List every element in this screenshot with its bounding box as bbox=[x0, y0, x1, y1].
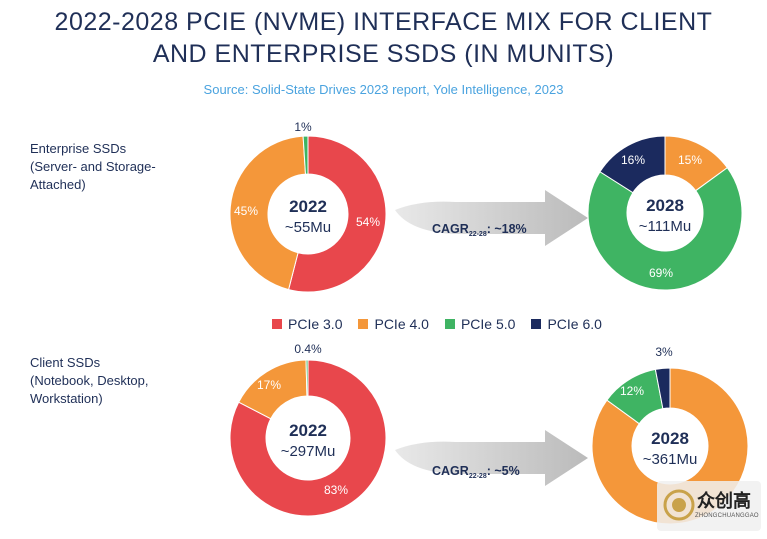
source-note: Source: Solid-State Drives 2023 report, … bbox=[203, 82, 564, 97]
watermark: 众创高 ZHONGCHUANGGAO bbox=[657, 481, 761, 531]
legend-swatch bbox=[531, 319, 542, 329]
cagr-subscript: 22-28 bbox=[469, 231, 487, 238]
legend-item-pcie3: PCIe 3.0 bbox=[272, 316, 342, 332]
enterprise-label-line2: (Server- and Storage- bbox=[30, 159, 156, 174]
enterprise-label-line3: Attached) bbox=[30, 177, 86, 192]
cagr-value: : ~18% bbox=[487, 222, 527, 236]
chart-title-line1: 2022-2028 PCIE (NVME) INTERFACE MIX FOR … bbox=[54, 8, 713, 36]
enterprise-2022-center-volume: ~55Mu bbox=[285, 219, 331, 236]
enterprise-2022-slice-label: 1% bbox=[294, 120, 312, 134]
watermark-text: 众创高 bbox=[697, 491, 751, 511]
cagr-prefix: CAGR bbox=[432, 464, 469, 478]
client-2022-slice-label: 83% bbox=[324, 483, 348, 497]
legend-swatch bbox=[444, 319, 455, 329]
client-2028-hole bbox=[632, 408, 708, 484]
cagr-label-enterprise: CAGR22-28: ~18% bbox=[432, 222, 527, 238]
legend-swatch bbox=[272, 319, 282, 329]
chart-title-line2: AND ENTERPRISE SSDS (IN MUNITS) bbox=[152, 40, 615, 68]
enterprise-2028-center-year: 2028 bbox=[646, 196, 684, 215]
cagr-prefix: CAGR bbox=[432, 222, 469, 236]
client-label-line2: (Notebook, Desktop, bbox=[30, 373, 149, 388]
enterprise-2022-slice-label: 54% bbox=[356, 215, 380, 229]
client-2028-slice-label: 12% bbox=[620, 384, 644, 398]
client-2022-slice-label: 0.4% bbox=[294, 342, 322, 356]
legend-item-pcie4: PCIe 4.0 bbox=[358, 316, 429, 332]
watermark-logo-icon bbox=[663, 489, 695, 521]
legend: PCIe 3.0 PCIe 4.0 PCIe 5.0 PCIe 6.0 bbox=[272, 316, 602, 332]
client-2022-slice-label: 17% bbox=[257, 378, 281, 392]
legend-item-pcie5: PCIe 5.0 bbox=[444, 316, 516, 332]
client-label-line1: Client SSDs bbox=[30, 355, 101, 370]
cagr-subscript: 22-28 bbox=[469, 473, 487, 480]
enterprise-2028-slice-label: 15% bbox=[678, 153, 702, 167]
client-2028-center-volume: ~361Mu bbox=[643, 451, 698, 468]
enterprise-2022-center-year: 2022 bbox=[289, 197, 327, 216]
legend-item-pcie6: PCIe 6.0 bbox=[531, 316, 602, 332]
watermark-subtext: ZHONGCHUANGGAO bbox=[695, 513, 759, 519]
cagr-arrow-enterprise bbox=[395, 190, 588, 246]
enterprise-segment-label: Enterprise SSDs (Server- and Storage- At… bbox=[30, 140, 210, 194]
enterprise-2028-slice-label: 16% bbox=[621, 153, 645, 167]
client-2028-center-year: 2028 bbox=[651, 429, 689, 448]
cagr-label-client: CAGR22-28: ~5% bbox=[432, 464, 520, 480]
legend-label: PCIe 6.0 bbox=[547, 316, 602, 332]
enterprise-2022-slice-label: 45% bbox=[234, 204, 258, 218]
enterprise-2022-hole bbox=[268, 174, 348, 254]
client-2022-center-volume: ~297Mu bbox=[281, 443, 336, 460]
cagr-arrow-client bbox=[395, 430, 588, 486]
client-label-line3: Workstation) bbox=[30, 391, 103, 406]
client-2028-slice-label: 3% bbox=[655, 345, 673, 359]
enterprise-label-line1: Enterprise SSDs bbox=[30, 141, 127, 156]
client-2022-slice-pcie-5-0 bbox=[305, 359, 309, 397]
legend-swatch bbox=[358, 319, 369, 329]
legend-label: PCIe 4.0 bbox=[374, 316, 429, 332]
enterprise-2028-slice-label: 69% bbox=[649, 266, 673, 280]
legend-label: PCIe 5.0 bbox=[460, 316, 516, 332]
enterprise-2028-hole bbox=[627, 175, 703, 251]
client-2022-hole bbox=[266, 396, 350, 480]
client-segment-label: Client SSDs (Notebook, Desktop, Workstat… bbox=[30, 354, 210, 408]
client-2022-center-year: 2022 bbox=[289, 421, 327, 440]
legend-label: PCIe 3.0 bbox=[288, 316, 343, 332]
cagr-value: : ~5% bbox=[487, 464, 520, 478]
enterprise-2028-center-volume: ~111Mu bbox=[639, 218, 691, 235]
